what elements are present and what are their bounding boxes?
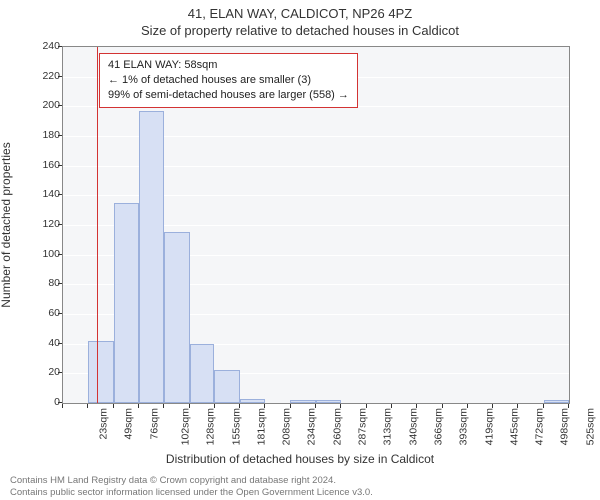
histogram-bar xyxy=(316,400,341,403)
x-tick-label: 313sqm xyxy=(382,408,394,445)
y-tick-label: 240 xyxy=(30,40,60,52)
x-tick-mark xyxy=(568,404,569,408)
x-tick-label: 287sqm xyxy=(356,408,368,445)
x-tick-mark xyxy=(138,404,139,408)
y-tick-mark xyxy=(58,372,62,373)
histogram-bar xyxy=(164,232,190,403)
y-tick-label: 180 xyxy=(30,129,60,141)
x-tick-mark xyxy=(543,404,544,408)
y-tick-label: 200 xyxy=(30,99,60,111)
histogram-bar xyxy=(88,341,114,403)
attribution-line: Contains HM Land Registry data © Crown c… xyxy=(10,475,373,486)
x-tick-label: 234sqm xyxy=(306,408,318,445)
info-box: 41 ELAN WAY: 58sqm← 1% of detached house… xyxy=(99,53,358,108)
y-tick-label: 120 xyxy=(30,218,60,230)
x-tick-mark xyxy=(163,404,164,408)
x-tick-mark xyxy=(62,404,63,408)
y-tick-mark xyxy=(58,194,62,195)
marker-line xyxy=(97,47,98,403)
x-tick-label: 181sqm xyxy=(255,408,267,445)
histogram-bar xyxy=(544,400,569,403)
y-tick-label: 140 xyxy=(30,188,60,200)
x-tick-label: 366sqm xyxy=(432,408,444,445)
x-tick-mark xyxy=(290,404,291,408)
y-tick-label: 0 xyxy=(30,396,60,408)
histogram-bar xyxy=(290,400,316,403)
x-tick-label: 155sqm xyxy=(230,408,242,445)
x-axis-label: Distribution of detached houses by size … xyxy=(0,452,600,466)
y-tick-mark xyxy=(58,76,62,77)
y-tick-label: 100 xyxy=(30,248,60,260)
x-tick-label: 445sqm xyxy=(508,408,520,445)
y-tick-label: 20 xyxy=(30,366,60,378)
y-tick-mark xyxy=(58,165,62,166)
x-tick-mark xyxy=(264,404,265,408)
x-tick-mark xyxy=(366,404,367,408)
info-line: 41 ELAN WAY: 58sqm xyxy=(108,58,349,73)
x-tick-label: 23sqm xyxy=(98,408,110,440)
y-tick-mark xyxy=(58,313,62,314)
histogram-bar xyxy=(214,370,240,403)
x-tick-mark xyxy=(467,404,468,408)
x-tick-mark xyxy=(416,404,417,408)
y-axis-label: Number of detached properties xyxy=(0,142,13,307)
x-tick-mark xyxy=(189,404,190,408)
x-tick-label: 102sqm xyxy=(179,408,191,445)
info-line: 99% of semi-detached houses are larger (… xyxy=(108,88,349,103)
x-tick-label: 260sqm xyxy=(331,408,343,445)
y-tick-label: 80 xyxy=(30,277,60,289)
page-subtitle: Size of property relative to detached ho… xyxy=(0,21,600,38)
x-tick-label: 419sqm xyxy=(483,408,495,445)
x-tick-label: 76sqm xyxy=(148,408,160,440)
x-tick-label: 208sqm xyxy=(280,408,292,445)
y-tick-mark xyxy=(58,105,62,106)
y-tick-label: 60 xyxy=(30,307,60,319)
x-tick-label: 525sqm xyxy=(584,408,596,445)
y-tick-label: 220 xyxy=(30,70,60,82)
y-tick-mark xyxy=(58,343,62,344)
attribution-line: Contains public sector information licen… xyxy=(10,487,373,498)
x-tick-mark xyxy=(391,404,392,408)
x-tick-mark xyxy=(517,404,518,408)
y-tick-mark xyxy=(58,135,62,136)
y-tick-label: 160 xyxy=(30,159,60,171)
x-tick-mark xyxy=(340,404,341,408)
x-tick-label: 128sqm xyxy=(205,408,217,445)
histogram-bar xyxy=(114,203,139,403)
histogram-plot: 41 ELAN WAY: 58sqm← 1% of detached house… xyxy=(62,46,570,404)
x-tick-mark xyxy=(492,404,493,408)
y-tick-mark xyxy=(58,402,62,403)
y-tick-mark xyxy=(58,254,62,255)
x-tick-label: 393sqm xyxy=(458,408,470,445)
x-tick-mark xyxy=(315,404,316,408)
histogram-bar xyxy=(190,344,215,403)
page-title: 41, ELAN WAY, CALDICOT, NP26 4PZ xyxy=(0,0,600,21)
x-tick-label: 49sqm xyxy=(123,408,135,440)
y-tick-label: 40 xyxy=(30,337,60,349)
x-tick-mark xyxy=(442,404,443,408)
attribution-text: Contains HM Land Registry data © Crown c… xyxy=(10,475,373,498)
x-tick-mark xyxy=(113,404,114,408)
x-tick-mark xyxy=(214,404,215,408)
histogram-bar xyxy=(240,399,265,403)
y-tick-mark xyxy=(58,46,62,47)
info-line: ← 1% of detached houses are smaller (3) xyxy=(108,73,349,88)
x-tick-label: 340sqm xyxy=(407,408,419,445)
y-tick-mark xyxy=(58,224,62,225)
histogram-bar xyxy=(139,111,164,403)
x-tick-label: 472sqm xyxy=(533,408,545,445)
x-tick-mark xyxy=(87,404,88,408)
y-tick-mark xyxy=(58,283,62,284)
x-tick-mark xyxy=(239,404,240,408)
x-tick-label: 498sqm xyxy=(559,408,571,445)
